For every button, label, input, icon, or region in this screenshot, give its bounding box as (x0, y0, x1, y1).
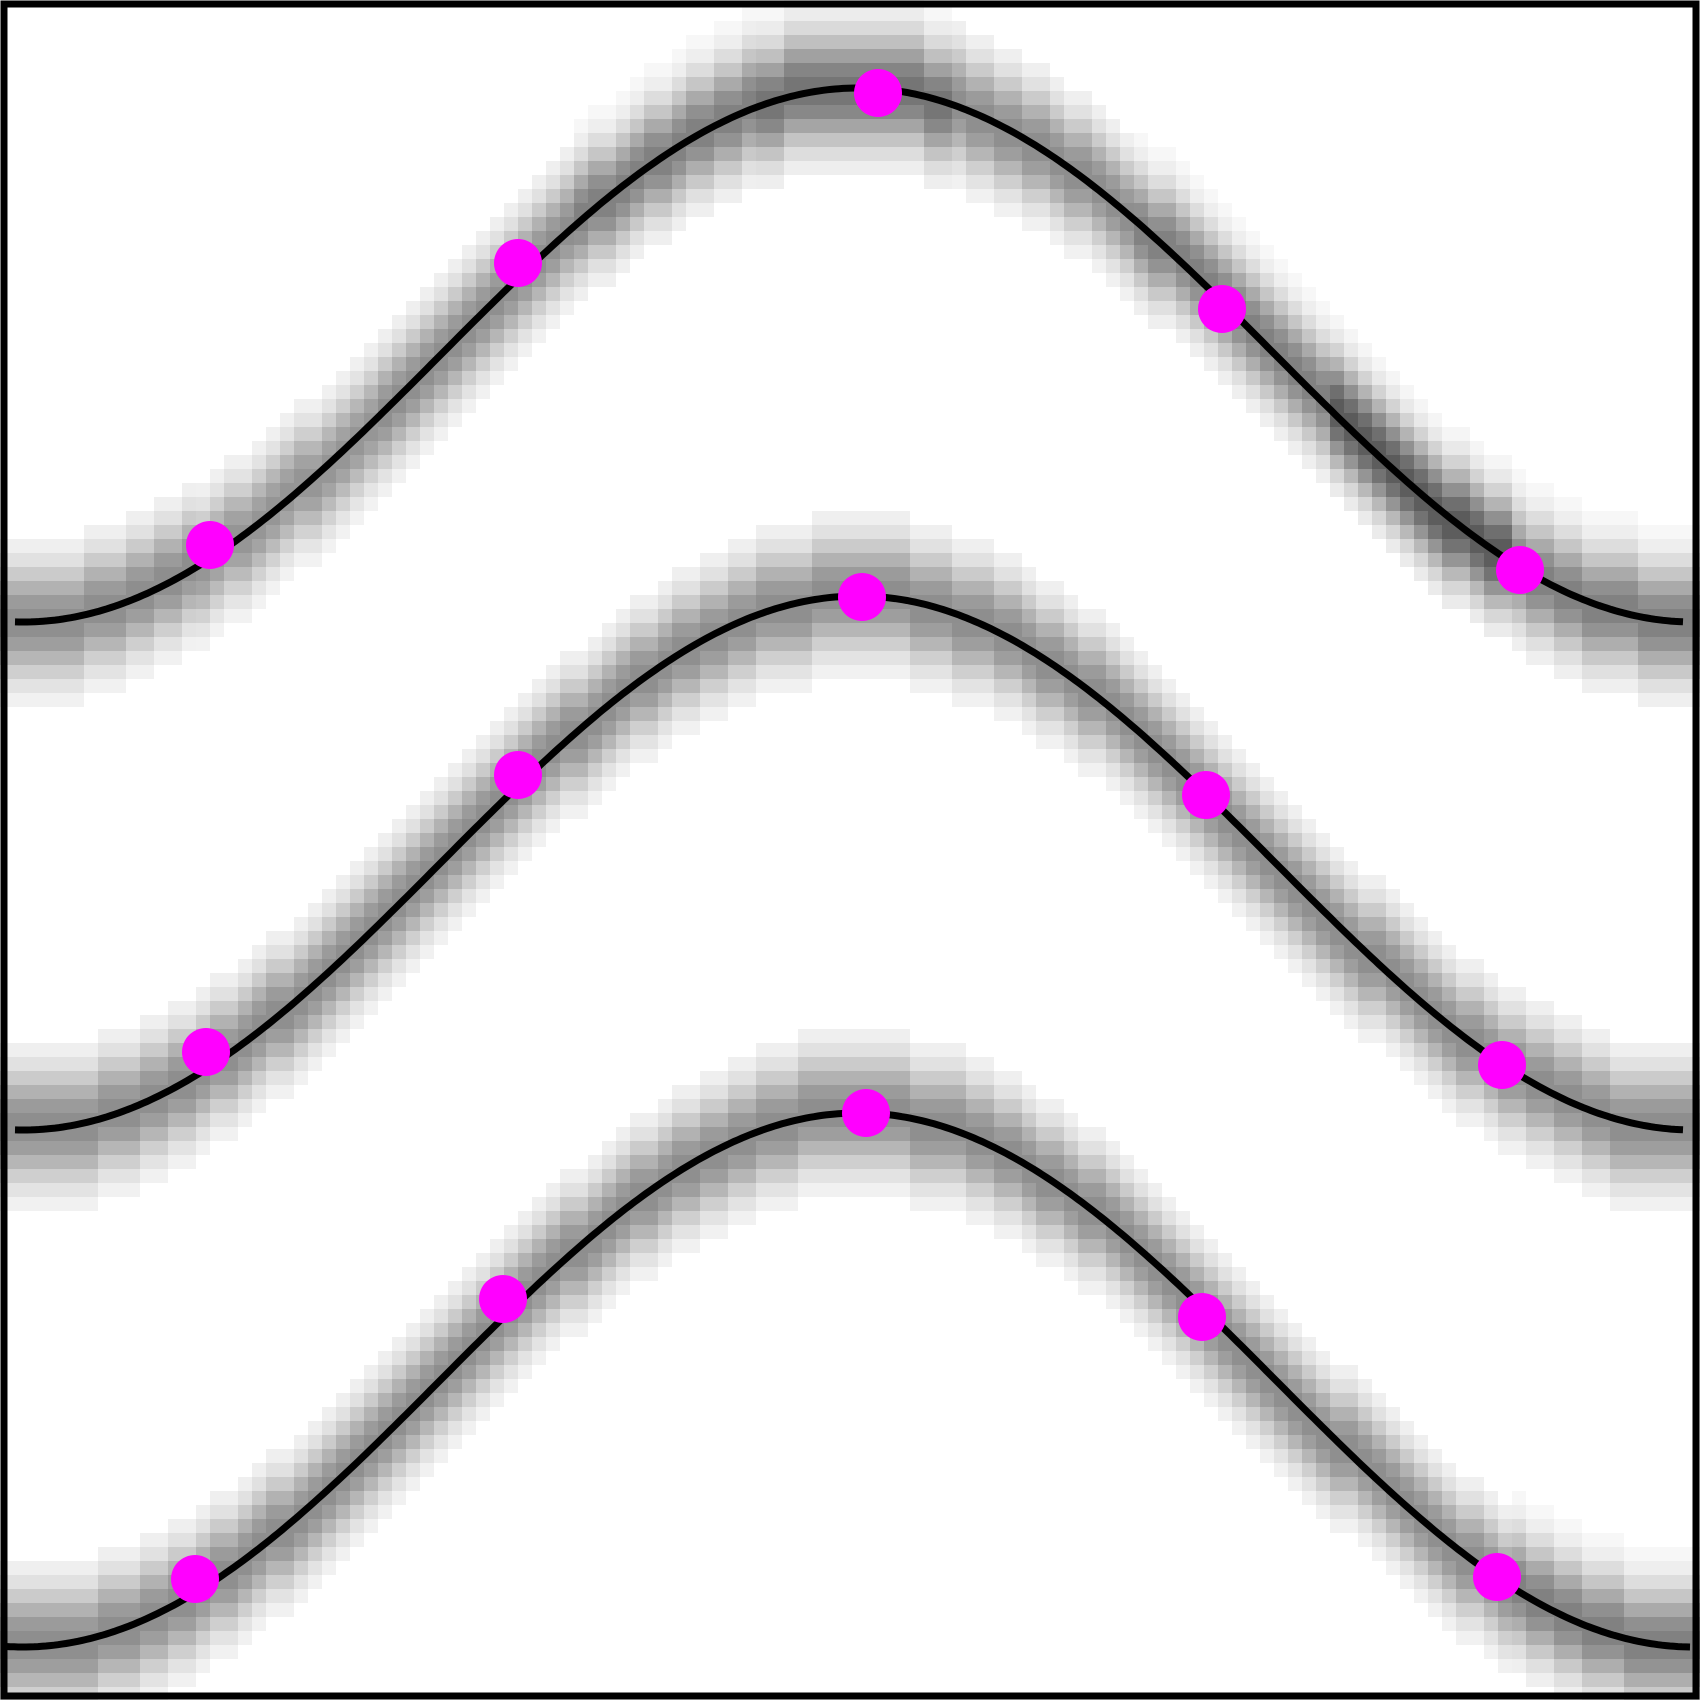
curve-middle-marker-4 (1182, 771, 1230, 819)
curve-top-marker-4 (1198, 285, 1246, 333)
curve-bottom-band (0, 1029, 1700, 1700)
curve-bottom-marker-3 (842, 1089, 890, 1137)
curve-top-band (0, 7, 1700, 707)
curve-middle-marker-5 (1478, 1041, 1526, 1089)
curve-bottom-marker-1 (171, 1555, 219, 1603)
curve-top-marker-2 (494, 239, 542, 287)
curve-bottom-marker-5 (1473, 1553, 1521, 1601)
curve-bottom-marker-4 (1178, 1293, 1226, 1341)
curve-middle-marker-3 (838, 573, 886, 621)
curve-bottom-marker-2 (479, 1275, 527, 1323)
curve-top-line (14, 84, 1684, 626)
curve-top-marker-3 (854, 69, 902, 117)
markers-group (171, 69, 1544, 1603)
curve-middle-marker-1 (182, 1028, 230, 1076)
curve-top-marker-1 (186, 521, 234, 569)
curve-middle-marker-2 (494, 751, 542, 799)
curve-top-marker-5 (1496, 546, 1544, 594)
